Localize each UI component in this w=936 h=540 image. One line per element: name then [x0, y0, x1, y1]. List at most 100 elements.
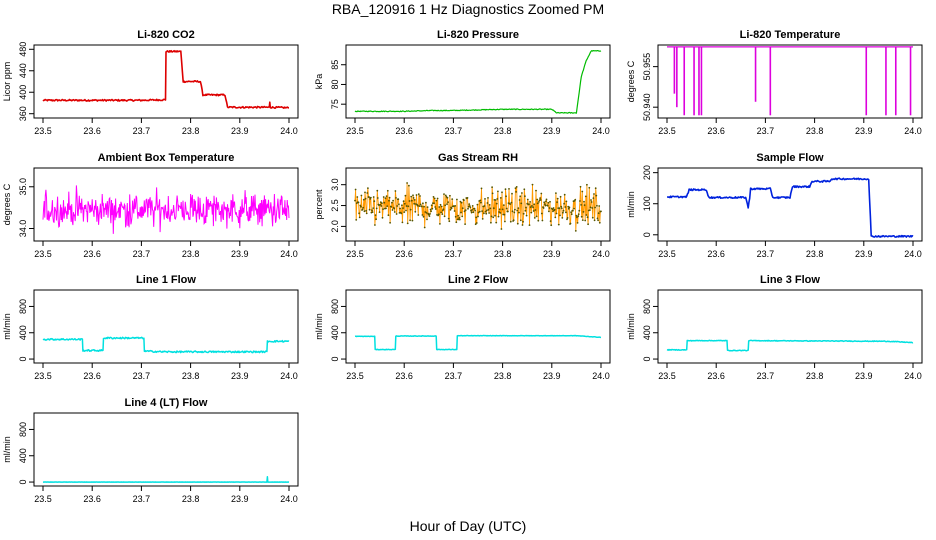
series-point [553, 208, 556, 211]
x-tick-label: 23.5 [658, 126, 676, 136]
series-point [362, 206, 365, 209]
data-layer [42, 336, 290, 354]
series-point [402, 207, 404, 210]
y-axis-label: kPa [314, 74, 324, 90]
series-point [401, 221, 404, 224]
series-point [590, 201, 593, 203]
chart-panel: Line 1 Flow ml/min 23.5 23.6 23.7 23.8 23.9 24.… [2, 274, 299, 381]
y-tick-label: 34.0 [18, 220, 28, 238]
series-point [594, 206, 596, 209]
series-point [588, 186, 591, 189]
series-point [374, 214, 377, 217]
series-point [439, 203, 442, 206]
chart-panel: Li-820 Pressure kPa 23.5 23.6 23.7 23.8 23.9 24… [314, 29, 611, 136]
series-point [420, 205, 423, 208]
series-point [458, 217, 461, 219]
series-point [505, 195, 507, 198]
series-point [494, 214, 496, 217]
series-point [384, 197, 387, 200]
data-layer [42, 476, 290, 483]
series-point [549, 220, 552, 223]
series-point [412, 194, 414, 197]
series-point [468, 203, 471, 206]
series-point [381, 216, 384, 219]
series-point [395, 213, 398, 215]
series-point [597, 212, 600, 215]
series-point [561, 217, 564, 219]
series-point [466, 197, 469, 199]
y-tick-label: 800 [642, 299, 652, 314]
x-tick-label: 23.5 [658, 249, 676, 259]
series-point [556, 197, 559, 200]
series-line [42, 336, 290, 354]
series-point [406, 182, 408, 184]
series-point [523, 188, 526, 191]
series-point [365, 209, 367, 212]
chart-title: Sample Flow [756, 152, 824, 164]
chart-title: Li-820 CO2 [137, 29, 194, 41]
y-tick-label: 440 [18, 63, 28, 78]
series-point [548, 207, 551, 209]
x-tick-label: 23.6 [83, 249, 101, 259]
x-tick-label: 24.0 [592, 371, 610, 381]
series-point [591, 207, 594, 209]
series-point [509, 203, 512, 206]
x-tick-label: 23.8 [806, 249, 824, 259]
series-point [503, 213, 506, 216]
series-point [492, 216, 495, 219]
plot-frame [345, 167, 611, 242]
series-point [526, 198, 529, 201]
series-point [448, 220, 451, 223]
series-point [511, 192, 513, 195]
chart-title: Line 2 Flow [448, 274, 508, 286]
series-point [434, 206, 437, 208]
x-tick-label: 23.7 [133, 126, 151, 136]
x-tick-label: 23.8 [182, 494, 200, 504]
series-point [508, 188, 510, 190]
series-point [428, 215, 431, 218]
x-tick-label: 23.9 [231, 494, 249, 504]
x-tick-label: 24.0 [280, 494, 298, 504]
series-point [425, 201, 427, 204]
series-point [407, 205, 410, 208]
series-point [440, 211, 442, 214]
x-tick-label: 23.6 [395, 249, 413, 259]
series-point [596, 204, 598, 207]
series-point [547, 201, 550, 204]
x-tick-label: 23.5 [346, 371, 364, 381]
series-point [584, 195, 587, 198]
series-point [400, 212, 403, 215]
series-line [42, 49, 290, 109]
series-point [366, 192, 369, 194]
series-point [495, 221, 498, 224]
series-point [539, 197, 541, 200]
series-point [368, 208, 371, 211]
series-point [524, 195, 526, 198]
plot-frame [33, 44, 299, 119]
series-point [410, 199, 413, 202]
series-point [463, 210, 466, 213]
series-point [443, 215, 446, 218]
x-tick-label: 23.7 [757, 249, 775, 259]
series-point [372, 207, 375, 210]
x-tick-label: 24.0 [280, 249, 298, 259]
series-point [507, 210, 509, 213]
chart-panel: Li-820 CO2 Licor ppm 23.5 23.6 23.7 23.8 23.9 2… [2, 29, 299, 136]
x-tick-label: 23.8 [806, 371, 824, 381]
series-point [393, 207, 396, 210]
series-point [488, 204, 491, 206]
series-point [581, 190, 584, 193]
y-tick-label: 400 [18, 85, 28, 100]
series-point [415, 194, 418, 196]
series-point [455, 221, 458, 224]
series-point [514, 208, 516, 211]
y-tick-label: 400 [642, 325, 652, 340]
x-tick-label: 23.7 [445, 126, 463, 136]
chart-panel: Line 4 (LT) Flow ml/min 23.5 23.6 23.7 23.8 23… [2, 397, 299, 504]
series-point [412, 197, 415, 199]
series-point [453, 210, 456, 212]
series-point [398, 203, 400, 206]
data-layer [42, 185, 290, 234]
series-point [443, 193, 445, 196]
y-axis-label: ml/min [626, 191, 636, 218]
